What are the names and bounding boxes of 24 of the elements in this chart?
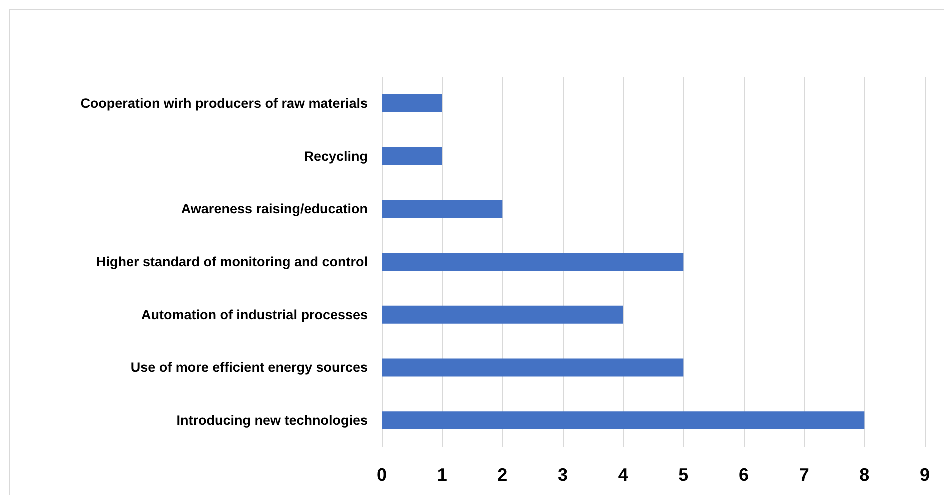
bar bbox=[382, 358, 684, 377]
x-tick-label: 4 bbox=[618, 465, 628, 485]
y-tick-label: Higher standard of monitoring and control bbox=[96, 254, 368, 270]
bar bbox=[382, 147, 442, 166]
bar bbox=[382, 200, 503, 218]
bar bbox=[382, 306, 624, 324]
x-tick-label: 0 bbox=[376, 465, 388, 485]
x-tick-label: 5 bbox=[678, 465, 689, 485]
y-tick-label: Awareness raising/education bbox=[181, 202, 368, 217]
x-tick-label: 8 bbox=[860, 465, 870, 485]
y-tick-label: Introducing new technologies bbox=[176, 413, 368, 428]
x-tick-label: 9 bbox=[920, 465, 930, 485]
x-tick-label: 2 bbox=[498, 465, 508, 485]
bar bbox=[382, 94, 442, 112]
x-tick-label: 3 bbox=[558, 465, 568, 485]
bar bbox=[382, 412, 865, 430]
bar bbox=[382, 253, 684, 271]
y-tick-label: Recycling bbox=[304, 148, 368, 164]
x-tick-label: 7 bbox=[799, 465, 810, 485]
x-tick-label: 1 bbox=[437, 465, 448, 485]
x-tick-label: 6 bbox=[738, 465, 750, 485]
y-tick-label: Use of more efficient energy sources bbox=[130, 360, 368, 376]
y-tick-label: Automation of industrial processes bbox=[141, 307, 368, 322]
y-tick-label: Cooperation wirh producers of raw materials bbox=[80, 96, 368, 111]
